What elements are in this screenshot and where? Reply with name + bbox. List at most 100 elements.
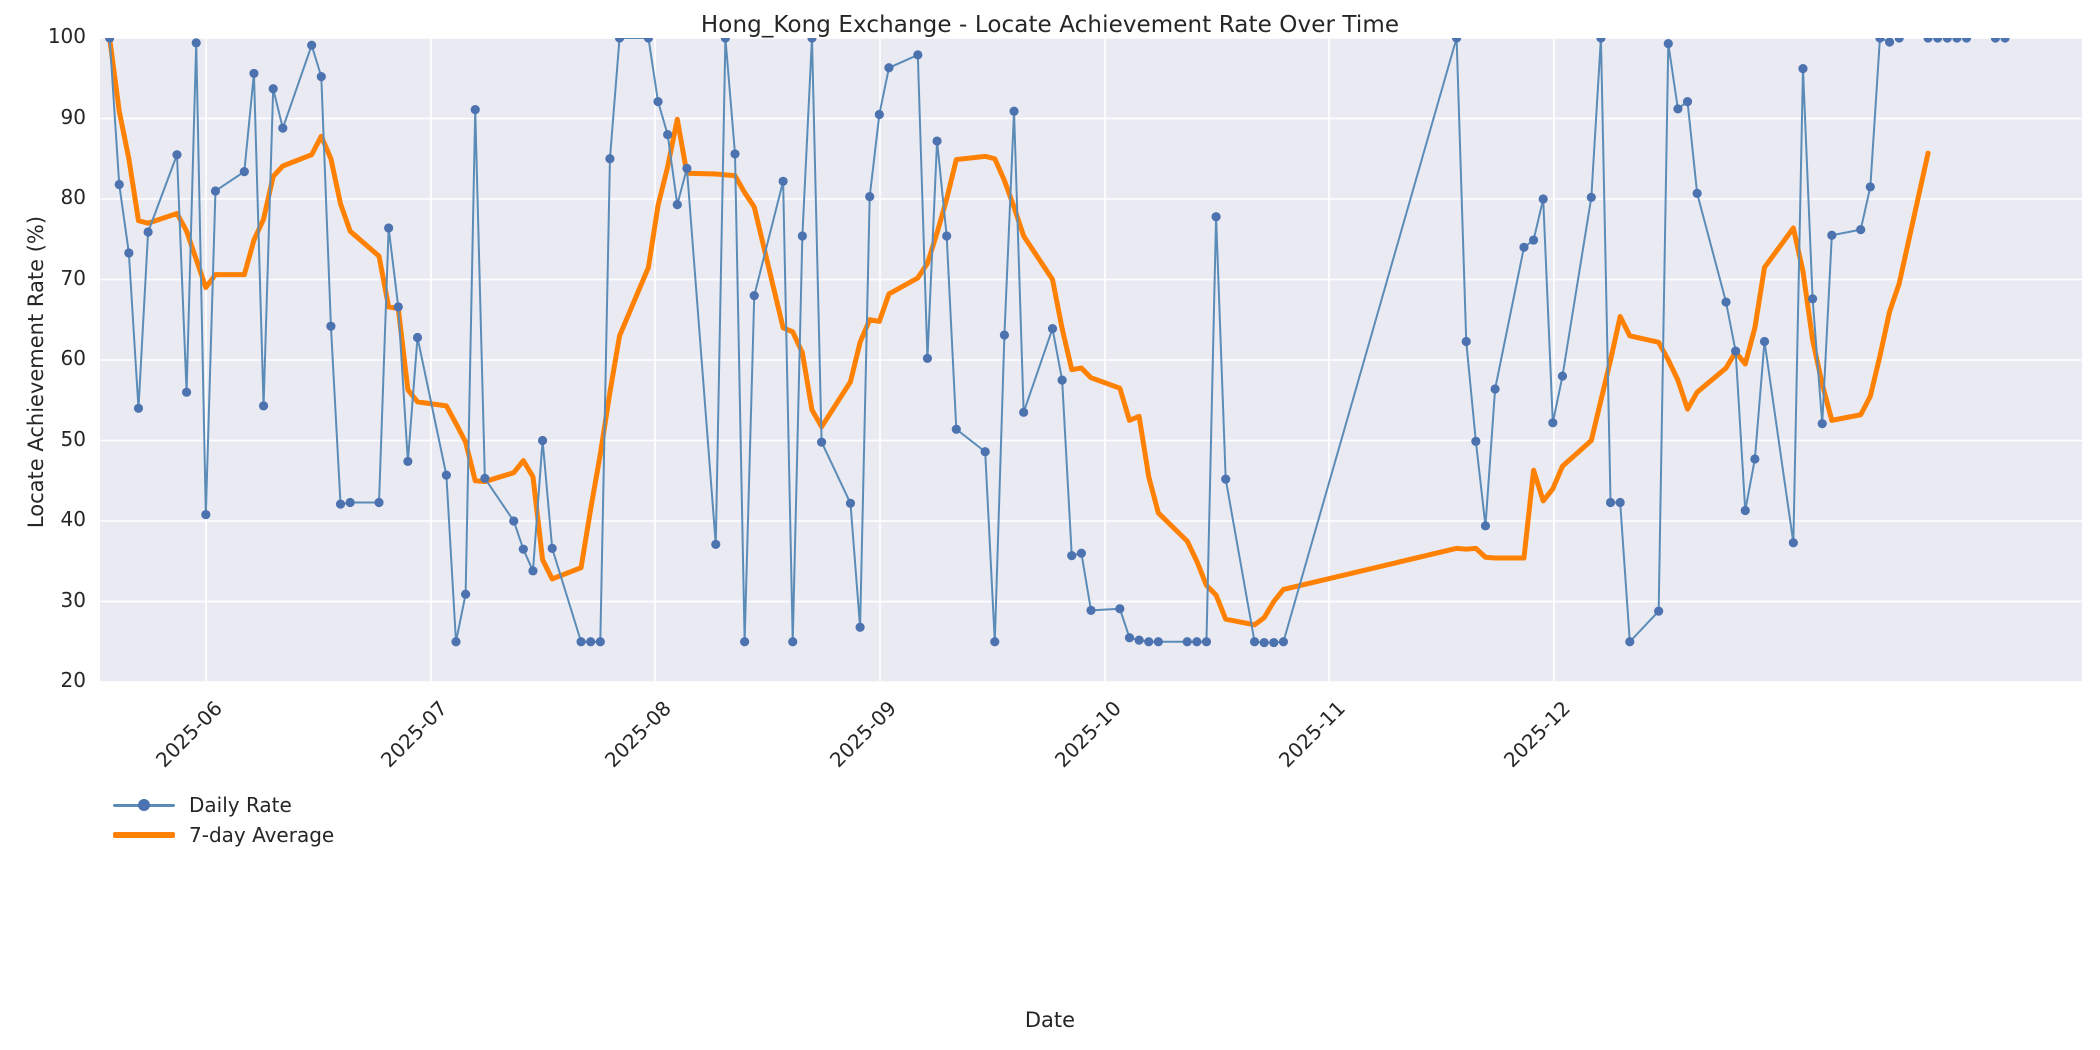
data-point-marker: [1452, 38, 1462, 43]
data-point-marker: [865, 191, 875, 202]
data-point-marker: [480, 473, 490, 483]
data-point-marker: [1269, 637, 1279, 648]
data-point-marker: [1201, 637, 1212, 647]
data-point-marker: [1788, 538, 1798, 548]
data-point-marker: [913, 50, 923, 60]
data-point-marker: [874, 109, 884, 120]
data-point-marker: [730, 149, 740, 159]
data-point-marker: [1827, 230, 1837, 240]
data-point-marker: [1461, 336, 1471, 347]
data-point-marker: [1057, 375, 1067, 385]
data-point-marker: [1182, 637, 1192, 647]
data-point-marker: [1115, 604, 1125, 614]
data-point-marker: [441, 470, 451, 480]
y-axis-tick-70: 70: [60, 265, 86, 290]
data-point-marker: [576, 637, 586, 647]
data-point-marker: [172, 150, 182, 160]
legend-swatch-daily-rate: [113, 794, 175, 816]
data-point-marker: [682, 163, 692, 174]
data-point-marker: [258, 401, 269, 411]
data-point-marker: [1586, 192, 1596, 202]
data-point-marker: [537, 435, 548, 446]
data-point-marker: [1654, 606, 1664, 616]
legend-swatch-7-day-average: [113, 824, 175, 846]
data-point-marker: [1009, 106, 1019, 116]
data-point-marker: [518, 544, 528, 554]
data-point-marker: [1134, 635, 1144, 645]
data-point-marker: [605, 154, 615, 164]
data-point-marker: [999, 330, 1010, 340]
data-point-marker: [595, 637, 605, 647]
data-point-marker: [1798, 63, 1808, 74]
data-point-marker: [788, 637, 798, 647]
data-point-marker: [845, 498, 856, 508]
data-point-marker: [1144, 637, 1154, 647]
data-point-marker: [922, 353, 933, 363]
y-axis-tick-30: 30: [60, 587, 86, 612]
data-point-marker: [1211, 212, 1221, 222]
data-point-marker: [451, 637, 461, 647]
data-point-marker: [1894, 38, 1904, 43]
data-point-marker: [1721, 297, 1731, 307]
gridlines: [100, 38, 2082, 682]
data-point-marker: [114, 179, 124, 190]
data-point-marker: [470, 105, 480, 115]
data-point-marker: [393, 302, 403, 312]
data-point-marker: [326, 321, 336, 331]
data-point-marker: [1605, 497, 1616, 508]
data-point-marker: [778, 176, 788, 186]
legend-item-daily-rate[interactable]: Daily Rate: [113, 790, 334, 820]
data-point-marker: [1259, 637, 1269, 648]
series-daily-rate-line: [108, 38, 1891, 644]
x-axis-label: Date: [1024, 1008, 1076, 1032]
data-point-marker: [711, 539, 721, 549]
y-axis-tick-20: 20: [60, 668, 86, 692]
data-point-marker: [547, 543, 557, 553]
data-point-marker: [1548, 418, 1558, 428]
data-point-marker: [307, 40, 317, 50]
data-point-marker: [509, 516, 519, 526]
data-point-marker: [1047, 324, 1058, 334]
data-point-marker: [1692, 188, 1702, 198]
data-point-marker: [951, 424, 961, 434]
data-point-marker: [278, 123, 288, 133]
data-point-marker: [1856, 224, 1866, 235]
data-point-marker: [316, 72, 326, 82]
data-point-marker: [586, 637, 596, 647]
data-point-marker: [1596, 38, 1606, 43]
data-point-marker: [335, 499, 346, 509]
data-point-marker: [1961, 38, 1972, 43]
data-point-marker: [1615, 497, 1625, 508]
data-point-marker: [1990, 38, 2001, 43]
x-axis-tick-2025-11: 2025-11: [1273, 696, 1350, 773]
data-point-marker: [1067, 551, 1077, 561]
data-point-marker: [105, 38, 115, 43]
legend-item-7-day-average[interactable]: 7-day Average: [113, 820, 334, 850]
data-point-marker: [210, 186, 221, 196]
data-point-marker: [740, 637, 750, 647]
data-point-marker: [932, 136, 942, 146]
data-point-marker: [1221, 474, 1231, 484]
data-point-marker: [1663, 39, 1673, 49]
data-point-marker: [2000, 38, 2010, 43]
data-point-marker: [1875, 38, 1885, 43]
data-point-marker: [884, 63, 894, 73]
data-point-marker: [817, 437, 827, 447]
data-point-marker: [268, 84, 278, 94]
data-point-marker: [1865, 182, 1875, 192]
series-7-day-average-line: [107, 38, 1931, 628]
data-point-marker: [1076, 548, 1086, 558]
data-point-marker: [855, 622, 865, 632]
data-point-marker: [201, 509, 211, 520]
data-point-marker: [1952, 38, 1962, 43]
data-point-marker: [1528, 235, 1539, 245]
data-point-marker: [143, 227, 153, 237]
data-point-marker: [1740, 505, 1750, 516]
data-point-marker: [124, 248, 134, 258]
data-point-marker: [1933, 38, 1943, 43]
legend-label-daily-rate: Daily Rate: [189, 793, 292, 817]
data-point-marker: [528, 566, 538, 576]
y-axis-tick-90: 90: [60, 104, 86, 129]
data-point-marker: [1124, 633, 1135, 643]
series-daily-rate-markers: [105, 38, 2010, 648]
